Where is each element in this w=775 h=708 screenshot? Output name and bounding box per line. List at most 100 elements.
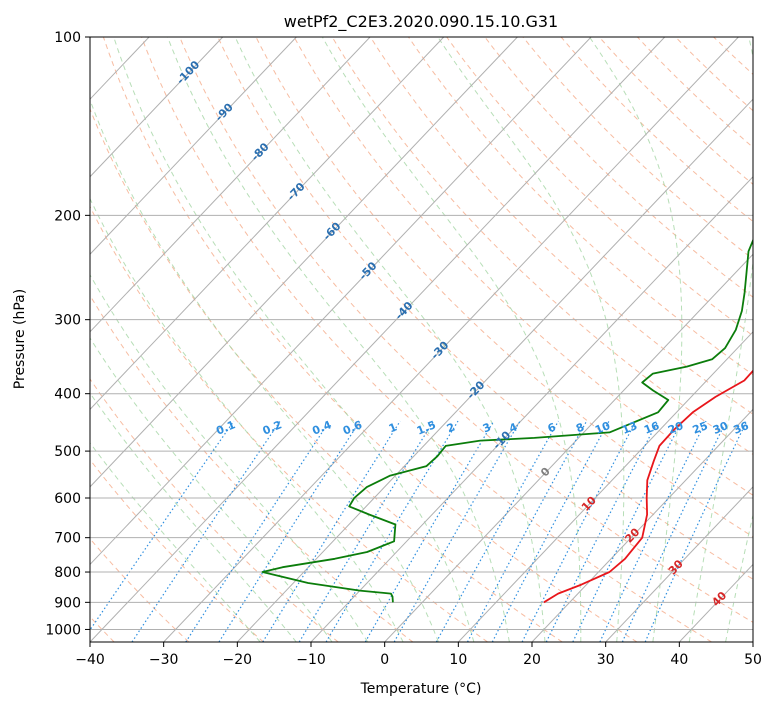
isotherm-line bbox=[384, 253, 753, 642]
mixing-ratio-label: 3 bbox=[481, 420, 493, 435]
x-tick-label: 50 bbox=[744, 652, 762, 668]
y-tick-label: 800 bbox=[54, 565, 81, 581]
moist-adiabat bbox=[90, 442, 261, 642]
mixing-ratio-line bbox=[572, 420, 683, 642]
isotherm-line bbox=[678, 563, 753, 642]
moist-adiabat bbox=[90, 273, 369, 642]
dry-adiabat bbox=[446, 37, 753, 337]
dry-adiabat bbox=[751, 37, 753, 39]
y-tick-label: 200 bbox=[54, 208, 81, 224]
moist-adiabat bbox=[688, 37, 753, 642]
mixing-ratio-label: 16 bbox=[642, 419, 661, 437]
mixing-ratio-line bbox=[644, 420, 748, 642]
x-tick-label: −30 bbox=[149, 652, 179, 668]
axes: −40 −30 −20 −10 0 10 20 30 40 5010020030040050060… bbox=[45, 30, 762, 668]
mixing-ratio-label: 30 bbox=[711, 419, 730, 437]
x-tick-label: 20 bbox=[523, 652, 541, 668]
isoline-labels: -100-90-80-70-60-50-40-30-20-10010203040… bbox=[174, 58, 751, 609]
isotherm-line bbox=[90, 37, 592, 566]
x-tick-label: 0 bbox=[380, 652, 389, 668]
y-tick-label: 900 bbox=[54, 595, 81, 611]
mixing-ratio-line bbox=[218, 420, 361, 642]
x-axis-title: Temperature (°C) bbox=[360, 681, 482, 697]
dry-adiabat bbox=[408, 37, 753, 376]
mixing-ratio-line bbox=[491, 420, 610, 642]
isotherm-line bbox=[605, 486, 753, 642]
isotherm-line bbox=[531, 408, 753, 642]
y-tick-label: 1000 bbox=[45, 622, 81, 638]
dry-adiabat bbox=[217, 37, 753, 580]
dry-adiabat bbox=[90, 378, 339, 642]
moist-adiabat bbox=[589, 37, 683, 642]
mixing-ratio-label: 2 bbox=[445, 421, 457, 436]
moist-adiabat bbox=[90, 197, 404, 642]
isotherm-line bbox=[90, 37, 445, 411]
mixing-ratio-line bbox=[466, 420, 588, 642]
mixing-ratio-label: 10 bbox=[593, 419, 612, 437]
dry-adiabat bbox=[713, 37, 753, 75]
y-tick-label: 500 bbox=[54, 444, 81, 460]
dry-adiabat bbox=[293, 37, 753, 496]
moist-adiabat bbox=[167, 37, 510, 642]
dry-adiabat bbox=[141, 37, 712, 642]
moist-adiabat bbox=[90, 392, 297, 642]
moist-adiabat bbox=[90, 337, 333, 642]
x-tick-label: −20 bbox=[223, 652, 253, 668]
temperature-profile-line bbox=[543, 369, 753, 604]
moist-adiabat bbox=[113, 37, 475, 642]
x-tick-label: −10 bbox=[296, 652, 326, 668]
mixing-ratio-label: 36 bbox=[732, 419, 751, 437]
isotherm-line bbox=[90, 37, 371, 333]
mixing-ratio-label: 0.2 bbox=[261, 418, 284, 437]
mixing-ratio-line bbox=[364, 420, 495, 642]
dry-adiabat bbox=[331, 37, 753, 456]
mixing-ratio-label: 13 bbox=[620, 419, 639, 437]
mixing-ratio-line bbox=[90, 420, 235, 631]
dry-adiabat bbox=[522, 37, 753, 260]
isotherm-line bbox=[90, 37, 297, 256]
dry-adiabat bbox=[255, 37, 753, 538]
dry-adiabat bbox=[90, 294, 414, 642]
y-tick-label: 700 bbox=[54, 531, 81, 547]
y-tick-label: 300 bbox=[54, 313, 81, 329]
moist-adiabat bbox=[437, 37, 625, 642]
mixing-ratio-line bbox=[545, 420, 659, 642]
dewpoint-profile-line bbox=[261, 238, 753, 603]
x-tick-label: 30 bbox=[597, 652, 615, 668]
mixing-ratio-label: 20 bbox=[666, 419, 685, 437]
dry-adiabat bbox=[598, 37, 753, 185]
isotherm-line bbox=[90, 37, 224, 178]
isotherm-line bbox=[236, 98, 753, 642]
mixing-ratio-line bbox=[325, 420, 459, 642]
dry-adiabat bbox=[90, 537, 190, 642]
isotherm-line bbox=[457, 331, 753, 642]
mixing-ratio-label: 1 bbox=[387, 421, 399, 436]
mixing-ratio-line bbox=[185, 420, 331, 642]
plot-frame bbox=[89, 36, 754, 643]
mixing-ratio-line bbox=[262, 420, 401, 642]
moist-adiabat bbox=[321, 37, 582, 642]
mixing-ratio-line bbox=[435, 420, 559, 642]
mixing-ratio-line bbox=[393, 420, 521, 642]
isotherm-line bbox=[752, 641, 753, 642]
x-tick-label: 40 bbox=[670, 652, 688, 668]
isotherm-line bbox=[310, 176, 753, 642]
x-tick-label: −40 bbox=[75, 652, 105, 668]
mixing-ratio-label: 8 bbox=[574, 421, 586, 436]
isotherm-line bbox=[90, 37, 666, 642]
y-tick-label: 100 bbox=[54, 30, 81, 46]
mixing-ratio-label: 25 bbox=[691, 419, 710, 437]
mixing-ratio-line bbox=[599, 420, 707, 642]
chart-title: wetPf2_C2E3.2020.090.15.10.G31 bbox=[284, 12, 558, 32]
moist-adiabat bbox=[234, 37, 546, 642]
mixing-ratio-line bbox=[298, 420, 435, 642]
mixing-ratio-line bbox=[131, 420, 281, 642]
dry-adiabat bbox=[637, 37, 753, 148]
y-axis-title: Pressure (hPa) bbox=[12, 289, 28, 389]
dry-adiabat bbox=[90, 458, 264, 642]
isotherm-line bbox=[0, 37, 2, 642]
y-tick-label: 600 bbox=[54, 491, 81, 507]
dry-adiabat bbox=[179, 37, 753, 623]
x-tick-label: 10 bbox=[449, 652, 467, 668]
